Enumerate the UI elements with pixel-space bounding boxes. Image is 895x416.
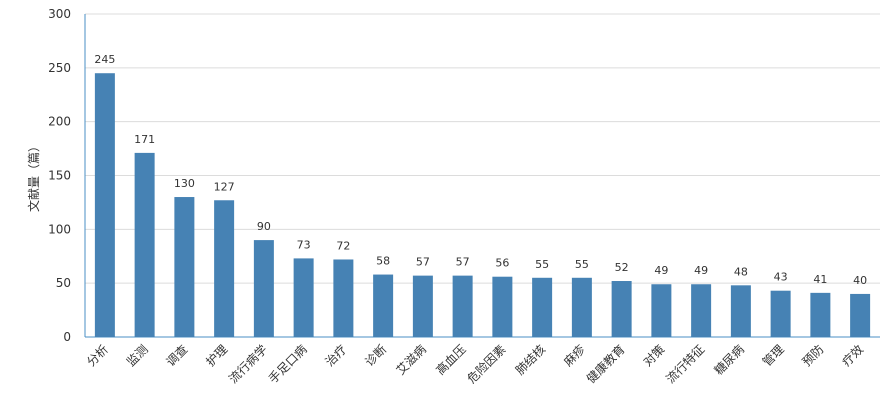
- x-tick-labels: 分析 监测 调查 护理流行病学手足口病 治疗 诊断 艾滋病 高血压危险因素 肺结核 麻疹健康教育对…: [84, 342, 866, 387]
- x-tick-label: 艾滋病: [393, 342, 429, 378]
- y-tick-label: 250: [48, 61, 71, 75]
- x-tick-label: 监测: [124, 342, 151, 369]
- x-tick-label: 预防: [799, 342, 827, 370]
- y-tick-label: 150: [48, 169, 71, 183]
- x-tick-label: 糖尿病: [711, 342, 747, 378]
- x-tick-label: 健康教育: [583, 342, 628, 387]
- x-tick-label: 肺结核: [513, 342, 548, 377]
- bar: [253, 240, 274, 337]
- bar: [651, 284, 672, 337]
- bars: [94, 73, 871, 337]
- x-tick-label: 诊断: [362, 342, 390, 370]
- data-label: 245: [94, 53, 115, 66]
- data-label: 130: [174, 177, 195, 190]
- x-tick-label: 手足口病: [265, 342, 310, 387]
- x-tick-label: 护理: [203, 342, 230, 369]
- grid-lines: [85, 13, 880, 284]
- data-label: 72: [336, 239, 350, 252]
- bar: [810, 292, 831, 337]
- data-label: 58: [376, 255, 390, 268]
- data-label: 49: [694, 264, 708, 277]
- x-tick-label: 对策: [641, 342, 668, 369]
- data-label: 48: [734, 265, 748, 278]
- bar: [333, 259, 354, 337]
- data-label: 90: [257, 220, 271, 233]
- x-tick-label: 危险因素: [464, 342, 509, 387]
- data-label: 49: [654, 264, 668, 277]
- data-label: 40: [853, 274, 867, 287]
- x-tick-label: 分析: [84, 342, 111, 369]
- bar: [770, 290, 791, 337]
- bar: [214, 200, 235, 337]
- y-tick-label: 300: [48, 7, 71, 21]
- data-label: 41: [813, 273, 827, 286]
- bar: [373, 274, 394, 337]
- x-tick-label: 高血压: [433, 342, 469, 378]
- x-tick-label: 治疗: [323, 342, 350, 369]
- x-tick-label: 流行病学: [225, 342, 270, 387]
- data-label: 55: [535, 258, 549, 271]
- bar: [611, 281, 632, 337]
- data-label: 52: [615, 261, 629, 274]
- bar: [134, 152, 155, 337]
- y-tick-labels: 0 50 100 150 200 250 300: [48, 7, 71, 344]
- bar: [293, 258, 314, 337]
- data-labels: 245 171 130 127 90 73 72 58 57 57 56 55 55 52 49 49 48 43…: [94, 53, 867, 287]
- bar: [174, 197, 195, 337]
- y-tick-label: 50: [56, 276, 71, 290]
- bar: [850, 293, 871, 337]
- y-tick-label: 100: [48, 222, 71, 236]
- y-tick-label: 0: [63, 330, 71, 344]
- bar: [571, 277, 592, 337]
- data-label: 56: [495, 257, 509, 270]
- x-tick-label: 疗效: [839, 342, 867, 370]
- bar: [452, 275, 473, 337]
- bar: [730, 285, 751, 337]
- bar: [412, 275, 433, 337]
- x-tick-label: 管理: [759, 342, 787, 370]
- data-label: 57: [456, 256, 470, 269]
- data-label: 73: [297, 238, 311, 251]
- data-label: 127: [214, 180, 235, 193]
- y-axis-label: 文献量（篇）: [26, 140, 41, 212]
- bar: [691, 284, 712, 337]
- y-tick-label: 200: [48, 115, 71, 129]
- bar: [532, 277, 553, 337]
- data-label: 171: [134, 133, 155, 146]
- x-tick-label: 流行特征: [663, 342, 708, 387]
- bar: [492, 276, 513, 337]
- data-label: 55: [575, 258, 589, 271]
- x-tick-label: 麻疹: [560, 342, 588, 370]
- x-tick-label: 调查: [164, 342, 191, 369]
- data-label: 57: [416, 256, 430, 269]
- data-label: 43: [774, 271, 788, 284]
- bar: [94, 73, 115, 337]
